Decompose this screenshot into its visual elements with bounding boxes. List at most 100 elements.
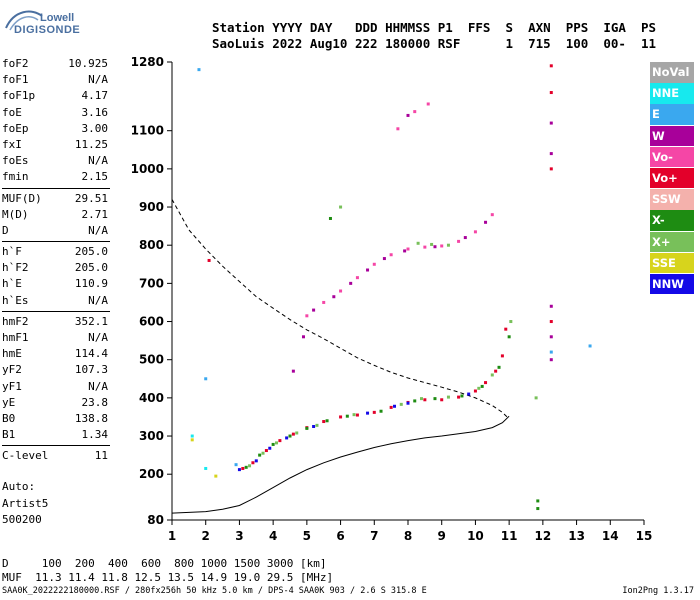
param-value: 4.17 bbox=[81, 89, 109, 103]
param-value: N/A bbox=[88, 331, 108, 344]
echo-point bbox=[446, 243, 450, 247]
echo-point bbox=[494, 369, 498, 373]
param-value: 107.3 bbox=[74, 363, 108, 377]
footer-file-info: SAA0K_2022222180000.RSF / 280fx256h 50 k… bbox=[2, 586, 427, 596]
echo-point bbox=[389, 253, 393, 257]
echo-point bbox=[534, 396, 538, 400]
echo-point bbox=[389, 405, 393, 409]
dashed-profile-curve bbox=[171, 199, 510, 420]
echo-point bbox=[349, 281, 353, 285]
echo-point bbox=[399, 402, 403, 406]
header-line1: Station YYYY DAY DDD HHMMSS P1 FFS S AXN… bbox=[212, 20, 657, 35]
echo-point bbox=[204, 466, 208, 470]
echo-point bbox=[197, 68, 201, 72]
param-key: yF2 bbox=[2, 363, 22, 377]
param-value: 10.925 bbox=[68, 57, 108, 70]
param-value: 2.15 bbox=[81, 170, 109, 184]
echo-point bbox=[433, 397, 437, 401]
echo-point bbox=[467, 392, 471, 396]
echo-point bbox=[285, 436, 289, 440]
legend-item: Vo- bbox=[650, 146, 694, 168]
param-key: h`E bbox=[2, 277, 22, 291]
echo-point bbox=[339, 205, 343, 209]
y-tick-label: 900 bbox=[139, 200, 164, 214]
x-tick-label: 14 bbox=[602, 529, 619, 543]
x-tick-label: 5 bbox=[303, 529, 311, 543]
legend-item: NNW bbox=[650, 273, 694, 295]
param-row: hmF2 352.1 bbox=[2, 314, 168, 330]
echo-point bbox=[549, 91, 553, 95]
param-key: MUF(D) bbox=[2, 191, 42, 205]
echo-point bbox=[328, 216, 332, 220]
param-value: 11 bbox=[94, 449, 108, 463]
param-row: h`Es N/A bbox=[2, 293, 168, 309]
echo-point bbox=[549, 304, 553, 308]
echo-point bbox=[440, 398, 444, 402]
param-value: 3.00 bbox=[81, 121, 109, 135]
param-key: C-level bbox=[2, 449, 49, 463]
param-row: fmin 2.15 bbox=[2, 169, 168, 185]
y-tick-label: 1280 bbox=[131, 55, 164, 69]
echo-point bbox=[251, 461, 255, 465]
param-key: foE bbox=[2, 105, 22, 119]
param-key: yE bbox=[2, 395, 16, 409]
echo-point bbox=[446, 395, 450, 399]
echo-point bbox=[406, 401, 410, 405]
param-row: foEs N/A bbox=[2, 153, 168, 169]
echo-point bbox=[258, 453, 262, 457]
param-value: 205.0 bbox=[74, 245, 108, 259]
echo-point bbox=[271, 442, 275, 446]
echo-point bbox=[190, 434, 194, 438]
echo-point bbox=[355, 276, 359, 280]
echo-point bbox=[504, 327, 508, 331]
echo-point bbox=[457, 239, 461, 243]
header-line2: SaoLuis 2022 Aug10 222 180000 RSF 1 715 … bbox=[212, 36, 657, 51]
x-tick-label: 13 bbox=[568, 529, 585, 543]
y-tick-label: 400 bbox=[139, 391, 164, 405]
param-row: yE 23.8 bbox=[2, 395, 168, 411]
param-key: h`F bbox=[2, 245, 22, 259]
legend-item: NoVal bbox=[650, 62, 694, 83]
echo-point bbox=[477, 386, 481, 390]
param-value: 352.1 bbox=[74, 314, 108, 328]
echo-point bbox=[484, 381, 488, 385]
echo-point bbox=[305, 426, 309, 430]
echo-point bbox=[406, 247, 410, 251]
param-row: foEp 3.00 bbox=[2, 121, 168, 137]
muf-row: MUF 11.3 11.4 11.8 12.5 13.5 14.9 19.0 2… bbox=[2, 571, 334, 584]
echo-point bbox=[264, 449, 268, 453]
echo-point bbox=[588, 344, 592, 348]
param-key: hmF2 bbox=[2, 314, 29, 328]
echo-point bbox=[315, 423, 319, 427]
echo-point bbox=[332, 295, 336, 299]
echo-point bbox=[372, 262, 376, 266]
logo-line1: Lowell bbox=[40, 12, 75, 24]
param-row: foF1 N/A bbox=[2, 72, 168, 88]
echo-point bbox=[463, 236, 467, 240]
echo-point bbox=[457, 395, 461, 399]
echo-point bbox=[214, 474, 218, 478]
logo-line2: DIGISONDE bbox=[14, 24, 81, 36]
auto-label: Auto: bbox=[2, 480, 36, 493]
echo-point bbox=[207, 258, 211, 262]
y-tick-label: 300 bbox=[139, 429, 164, 443]
legend-item: W bbox=[650, 125, 694, 147]
echo-point bbox=[382, 257, 386, 261]
legend-item: SSE bbox=[650, 252, 694, 274]
echo-point bbox=[473, 389, 477, 393]
echo-point bbox=[248, 464, 252, 468]
param-value: N/A bbox=[88, 293, 108, 307]
y-tick-label: 1100 bbox=[131, 124, 164, 138]
echo-point bbox=[500, 354, 504, 358]
x-tick-label: 2 bbox=[202, 529, 210, 543]
x-tick-label: 8 bbox=[404, 529, 412, 543]
echo-point bbox=[339, 289, 343, 293]
param-value: 1.34 bbox=[81, 428, 109, 442]
x-tick-label: 10 bbox=[467, 529, 484, 543]
echo-point bbox=[295, 431, 299, 435]
param-key: h`Es bbox=[2, 293, 29, 307]
auto-code: 500200 bbox=[2, 513, 42, 526]
param-value: N/A bbox=[88, 73, 108, 87]
echo-point bbox=[549, 320, 553, 324]
